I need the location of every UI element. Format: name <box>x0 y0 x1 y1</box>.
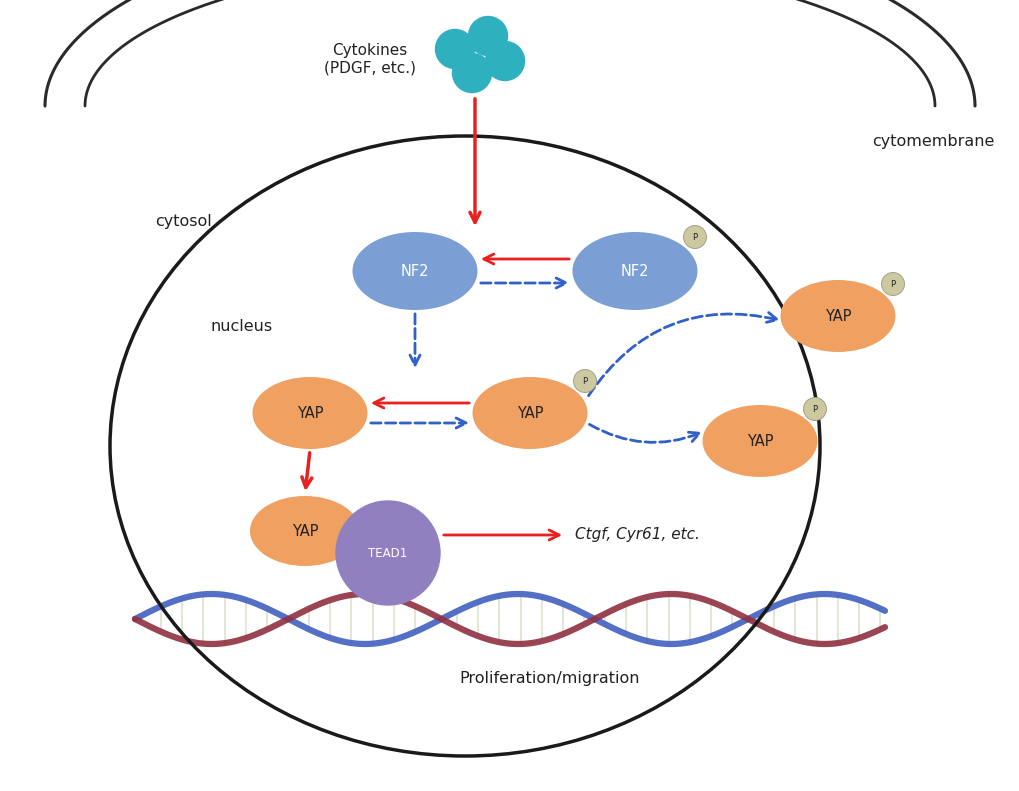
Text: Proliferation/migration: Proliferation/migration <box>460 672 640 687</box>
Circle shape <box>880 273 904 296</box>
Ellipse shape <box>253 377 367 449</box>
Text: YAP: YAP <box>297 406 323 421</box>
Text: cytomembrane: cytomembrane <box>872 134 994 149</box>
Circle shape <box>452 54 491 93</box>
Text: Cytokines
(PDGF, etc.): Cytokines (PDGF, etc.) <box>324 43 416 75</box>
Text: YAP: YAP <box>291 524 318 539</box>
Ellipse shape <box>780 280 895 352</box>
Text: YAP: YAP <box>746 433 772 448</box>
Circle shape <box>335 501 439 605</box>
Text: YAP: YAP <box>517 406 543 421</box>
Ellipse shape <box>353 232 477 310</box>
Text: cytosol: cytosol <box>155 214 212 229</box>
Circle shape <box>573 369 596 392</box>
Text: P: P <box>692 233 697 241</box>
Text: NF2: NF2 <box>621 263 649 278</box>
Ellipse shape <box>572 232 697 310</box>
Circle shape <box>435 29 474 69</box>
Text: YAP: YAP <box>824 308 851 324</box>
Circle shape <box>485 41 524 81</box>
Circle shape <box>803 398 825 421</box>
Circle shape <box>468 17 507 55</box>
Text: P: P <box>582 377 587 385</box>
Text: P: P <box>890 279 895 289</box>
Text: Ctgf, Cyr61, etc.: Ctgf, Cyr61, etc. <box>575 528 699 543</box>
Text: NF2: NF2 <box>400 263 429 278</box>
Ellipse shape <box>702 405 816 477</box>
Ellipse shape <box>472 377 587 449</box>
Circle shape <box>683 225 706 248</box>
Text: nucleus: nucleus <box>210 319 272 334</box>
Text: P: P <box>812 404 817 414</box>
Text: TEAD1: TEAD1 <box>368 547 408 559</box>
Ellipse shape <box>250 496 360 566</box>
